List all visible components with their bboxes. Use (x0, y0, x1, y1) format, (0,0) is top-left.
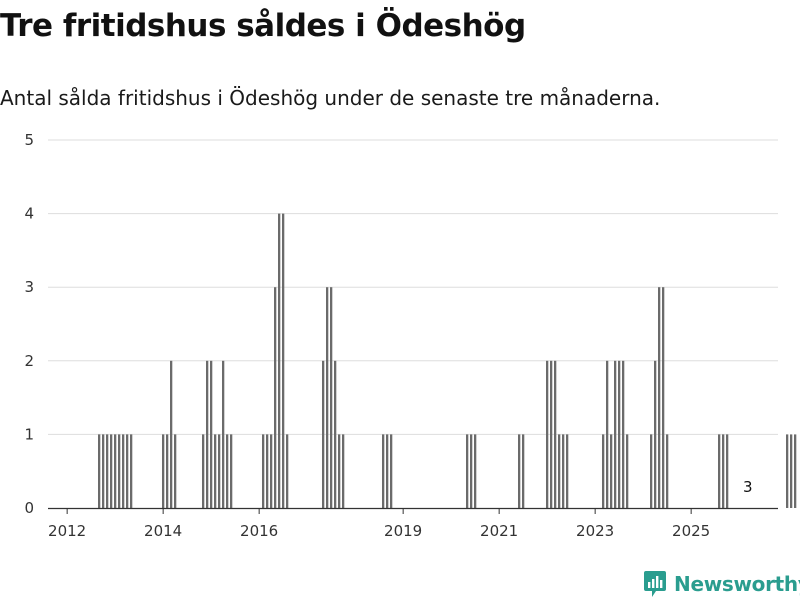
bar (546, 360, 549, 508)
bar (382, 434, 385, 508)
y-tick-label: 3 (24, 278, 34, 296)
bar (650, 434, 653, 508)
bar (466, 434, 469, 508)
bar (554, 360, 557, 508)
bar (618, 360, 621, 508)
bar (666, 434, 669, 508)
bar (614, 360, 617, 508)
brand-name: Newsworthy (674, 572, 800, 596)
bar (322, 360, 325, 508)
bar (326, 287, 329, 508)
newsworthy-logo-icon (644, 571, 666, 597)
bar (118, 434, 121, 508)
bar (662, 287, 665, 508)
x-tick-label: 2021 (480, 522, 518, 540)
chart-title: Tre fritidshus såldes i Ödeshög (0, 8, 526, 44)
x-tick-label: 2014 (144, 522, 182, 540)
x-tick-label: 2016 (240, 522, 278, 540)
bar (166, 434, 169, 508)
bar (622, 360, 625, 508)
bar (518, 434, 521, 508)
bar (522, 434, 525, 508)
bar (206, 360, 209, 508)
bar (626, 434, 629, 508)
bar (266, 434, 269, 508)
bar (114, 434, 117, 508)
bar (338, 434, 341, 508)
bar (342, 434, 345, 508)
bar (126, 434, 129, 508)
bar (274, 287, 277, 508)
bar (98, 434, 101, 508)
bar (790, 434, 793, 508)
bar (278, 213, 281, 508)
y-tick-label: 5 (24, 131, 34, 149)
bar (658, 287, 661, 508)
bar (286, 434, 289, 508)
x-tick-label: 2012 (48, 522, 86, 540)
bar (550, 360, 553, 508)
bar (654, 360, 657, 508)
bar (122, 434, 125, 508)
bar (170, 360, 173, 508)
y-tick-label: 4 (24, 205, 34, 223)
bar (390, 434, 393, 508)
x-tick-label: 2025 (672, 522, 710, 540)
bar (270, 434, 273, 508)
bar (566, 434, 569, 508)
bar (162, 434, 165, 508)
bar (386, 434, 389, 508)
y-tick-label: 0 (24, 499, 34, 517)
bar (558, 434, 561, 508)
bar (106, 434, 109, 508)
bar (226, 434, 229, 508)
bar (474, 434, 477, 508)
x-tick-label: 2019 (384, 522, 422, 540)
bar (262, 434, 265, 508)
bar (214, 434, 217, 508)
bar (722, 434, 725, 508)
bar (210, 360, 213, 508)
bar (230, 434, 233, 508)
bar (130, 434, 133, 508)
y-tick-label: 2 (24, 352, 34, 370)
bar (786, 434, 789, 508)
bar (110, 434, 113, 508)
bar (222, 360, 225, 508)
brand[interactable]: Newsworthy (643, 568, 800, 600)
bar (718, 434, 721, 508)
data-label: 3 (743, 478, 753, 496)
bar (470, 434, 473, 508)
bar (602, 434, 605, 508)
bar (610, 434, 613, 508)
bar (102, 434, 105, 508)
bar (794, 434, 797, 508)
bar-chart: 0 1 2 3 4 5 2012 2014 2016 2019 2021 2023 2025 3 (24, 131, 797, 540)
bar (562, 434, 565, 508)
bar (174, 434, 177, 508)
bar (334, 360, 337, 508)
bar (606, 360, 609, 508)
bar (726, 434, 729, 508)
bar (282, 213, 285, 508)
y-tick-label: 1 (24, 425, 34, 443)
bar (330, 287, 333, 508)
chart-subtitle: Antal sålda fritidshus i Ödeshög under d… (0, 86, 661, 110)
bar (218, 434, 221, 508)
x-tick-label: 2023 (576, 522, 614, 540)
bar (202, 434, 205, 508)
